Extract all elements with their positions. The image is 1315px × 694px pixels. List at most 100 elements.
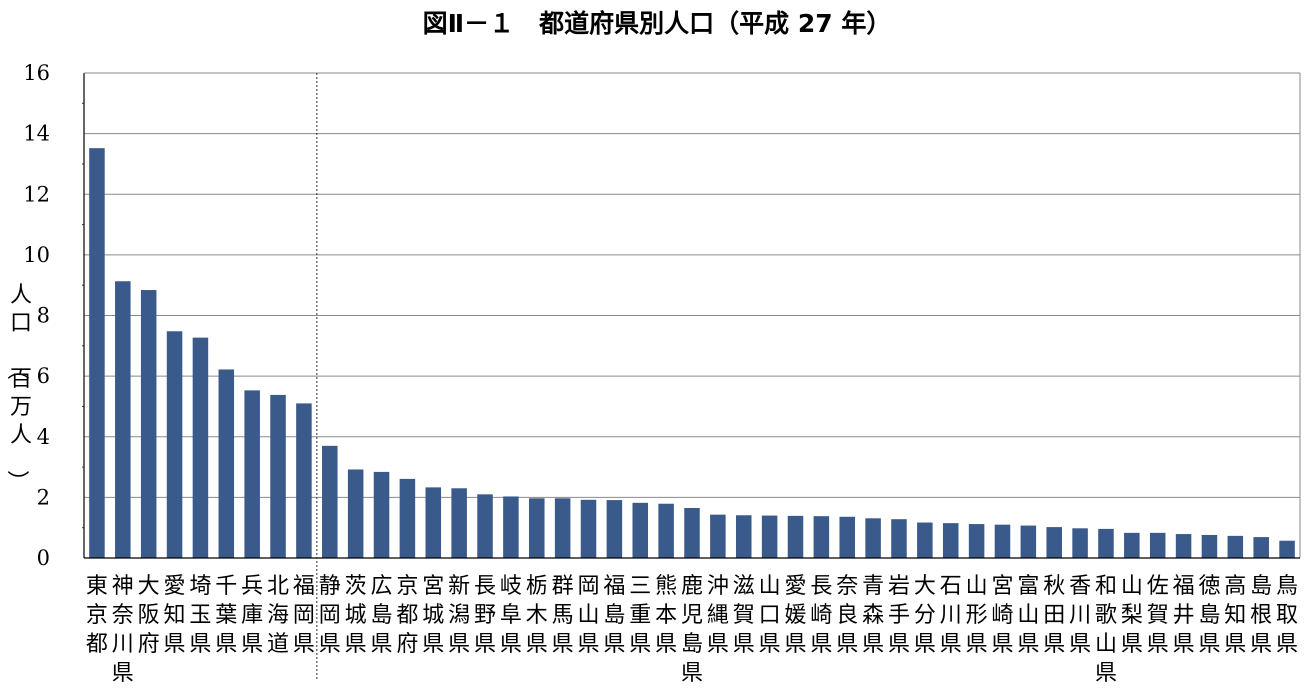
bar [89, 148, 105, 559]
category-label: 石川県 [940, 574, 962, 657]
bar [425, 487, 442, 558]
category-label: 東京都 [86, 574, 108, 657]
y-axis-label: 人口（百万人） [4, 283, 32, 492]
bar [891, 519, 907, 558]
y-tick-label: 6 [37, 364, 50, 388]
y-tick-label: 4 [37, 425, 50, 449]
category-label: 富山県 [1017, 574, 1039, 657]
y-tick-label: 2 [37, 485, 50, 509]
bar [1072, 528, 1088, 558]
bar [218, 369, 235, 558]
category-label: 沖縄県 [707, 574, 729, 657]
grid-lines [84, 72, 1300, 498]
category-labels: 東京都神奈川県大阪府愛知県埼玉県千葉県兵庫県北海道福岡県静岡県茨城県広島県京都府… [86, 574, 1298, 686]
category-label: 栃木県 [526, 574, 548, 657]
category-label: 岐阜県 [500, 574, 522, 657]
category-label: 宮崎県 [991, 574, 1013, 657]
bar [477, 494, 493, 558]
bar [839, 516, 855, 558]
category-label: 香川県 [1069, 574, 1091, 657]
category-label: 山口県 [759, 574, 781, 657]
bar [917, 522, 933, 558]
bar [942, 523, 959, 558]
category-label: 徳島県 [1198, 574, 1220, 657]
bar [761, 515, 778, 558]
category-label: 愛知県 [164, 574, 186, 657]
y-tick-label: 12 [23, 182, 50, 206]
bar [1020, 525, 1037, 558]
bar [1279, 540, 1295, 558]
category-label: 高知県 [1224, 574, 1246, 657]
category-label: 大阪府 [138, 574, 160, 657]
bar [451, 488, 467, 558]
bar [399, 478, 416, 558]
y-tick-label: 0 [37, 546, 50, 570]
category-label: 新潟県 [448, 574, 470, 657]
category-label: 茨城県 [345, 574, 367, 657]
bar [347, 469, 364, 558]
category-label: 静岡県 [319, 574, 341, 657]
category-label: 群馬県 [552, 574, 574, 657]
axes [82, 72, 1301, 680]
bar [1124, 532, 1140, 558]
y-axis-title: 人口（百万人） [4, 283, 32, 492]
bar [244, 390, 260, 558]
category-label: 兵庫県 [241, 574, 263, 657]
bar [270, 394, 286, 558]
y-tick-label: 10 [23, 243, 50, 267]
bar [710, 514, 726, 558]
y-tick-label: 16 [23, 61, 50, 85]
category-label: 神奈川県 [112, 574, 134, 686]
chart-title: 図Ⅱ－１ 都道府県別人口（平成 27 年） [423, 9, 892, 38]
bar [554, 498, 571, 558]
category-label: 長崎県 [810, 574, 832, 657]
category-label: 埼玉県 [189, 574, 211, 657]
y-tick-label: 8 [37, 304, 50, 328]
category-label: 滋賀県 [733, 574, 755, 657]
bar [166, 331, 183, 558]
bar [1253, 537, 1269, 558]
category-label: 京都府 [396, 574, 418, 657]
category-label: 福岡県 [293, 574, 315, 657]
category-label: 秋田県 [1043, 574, 1065, 657]
bar [813, 516, 830, 558]
bar [1201, 534, 1218, 558]
category-label: 愛媛県 [784, 574, 806, 657]
bar [606, 500, 623, 558]
category-label: 鹿児島県 [681, 574, 703, 686]
category-label: 福井県 [1173, 574, 1195, 657]
bar [115, 281, 131, 558]
bar [580, 499, 597, 558]
category-label: 青森県 [862, 574, 884, 657]
bar [296, 403, 312, 558]
category-label: 奈良県 [836, 574, 858, 657]
category-label: 熊本県 [655, 574, 677, 657]
bar [632, 502, 649, 558]
bar [787, 515, 804, 558]
bar [1046, 527, 1062, 558]
bar [192, 337, 209, 558]
bar [658, 503, 674, 558]
category-label: 岡山県 [578, 574, 600, 657]
category-label: 山梨県 [1121, 574, 1143, 657]
bar [503, 496, 519, 558]
bar [968, 524, 985, 558]
category-label: 佐賀県 [1147, 574, 1169, 657]
bars [89, 148, 1295, 559]
bar [373, 471, 390, 558]
bar [529, 498, 545, 558]
category-label: 山形県 [966, 574, 988, 657]
category-label: 宮城県 [422, 574, 444, 657]
category-label: 鳥取県 [1276, 574, 1298, 657]
category-label: 島根県 [1250, 574, 1272, 657]
y-tick-labels: 0 2 4 6 8 10 12 14 16 [23, 61, 50, 570]
bar [1098, 528, 1114, 558]
category-label: 北海道 [267, 574, 289, 657]
bar [322, 445, 338, 558]
bar [735, 515, 752, 558]
category-label: 大分県 [914, 574, 936, 657]
bar [1175, 534, 1192, 558]
category-label: 岩手県 [888, 574, 910, 657]
bar [684, 507, 700, 558]
